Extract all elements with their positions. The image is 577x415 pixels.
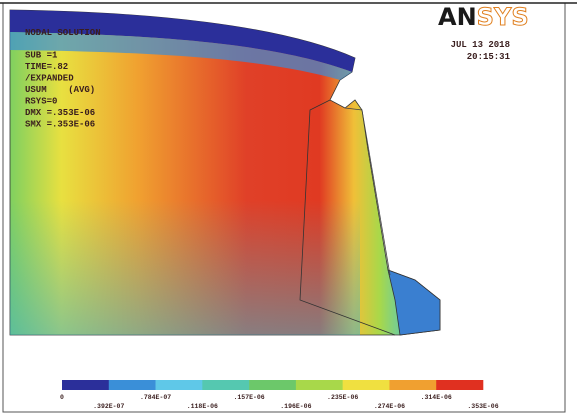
legend-swatch (62, 380, 109, 390)
info-line: SUB =1 (25, 51, 58, 61)
legend-swatch (156, 380, 203, 390)
legend-swatch (389, 380, 436, 390)
legend-label: .392E-07 (93, 403, 124, 410)
legend-label: .235E-06 (327, 394, 358, 401)
legend-label: 0 (60, 394, 64, 401)
legend-label: .274E-06 (374, 403, 405, 410)
logo-dark: AN (438, 3, 477, 31)
time: 20:15:31 (467, 52, 511, 62)
logo: ANSYS (438, 3, 529, 31)
color-legend: 0 .392E-07 .784E-07 .118E-06 .157E-06 .196E-0… (60, 380, 499, 410)
legend-swatch (436, 380, 483, 390)
legend-label: .196E-06 (280, 403, 311, 410)
legend-swatch (343, 380, 390, 390)
page: NODAL SOLUTION SUB =1TIME=.82/EXPANDEDUSU… (0, 0, 577, 415)
info-line: NODAL SOLUTION (25, 28, 101, 38)
contour-plot (10, 10, 440, 335)
info-line: TIME=.82 (25, 62, 68, 72)
info-line: DMX =.353E-06 (25, 108, 95, 118)
legend-label: .353E-06 (467, 403, 498, 410)
legend-label: .784E-07 (140, 394, 171, 401)
legend-swatch (296, 380, 343, 390)
screenshot: NODAL SOLUTION SUB =1TIME=.82/EXPANDEDUSU… (0, 0, 577, 415)
legend-label: .314E-06 (421, 394, 452, 401)
legend-swatch (249, 380, 296, 390)
info-line: /EXPANDED (25, 74, 74, 84)
logo-light: SYS (477, 3, 529, 31)
info-line: SMX =.353E-06 (25, 120, 95, 130)
legend-label: .157E-06 (234, 394, 265, 401)
date: JUL 13 2018 (451, 40, 510, 50)
legend-label: .118E-06 (187, 403, 218, 410)
info-line: RSYS=0 (25, 97, 57, 107)
legend-swatch (109, 380, 156, 390)
legend-swatch (202, 380, 249, 390)
info-line: USUM (AVG) (25, 85, 95, 95)
